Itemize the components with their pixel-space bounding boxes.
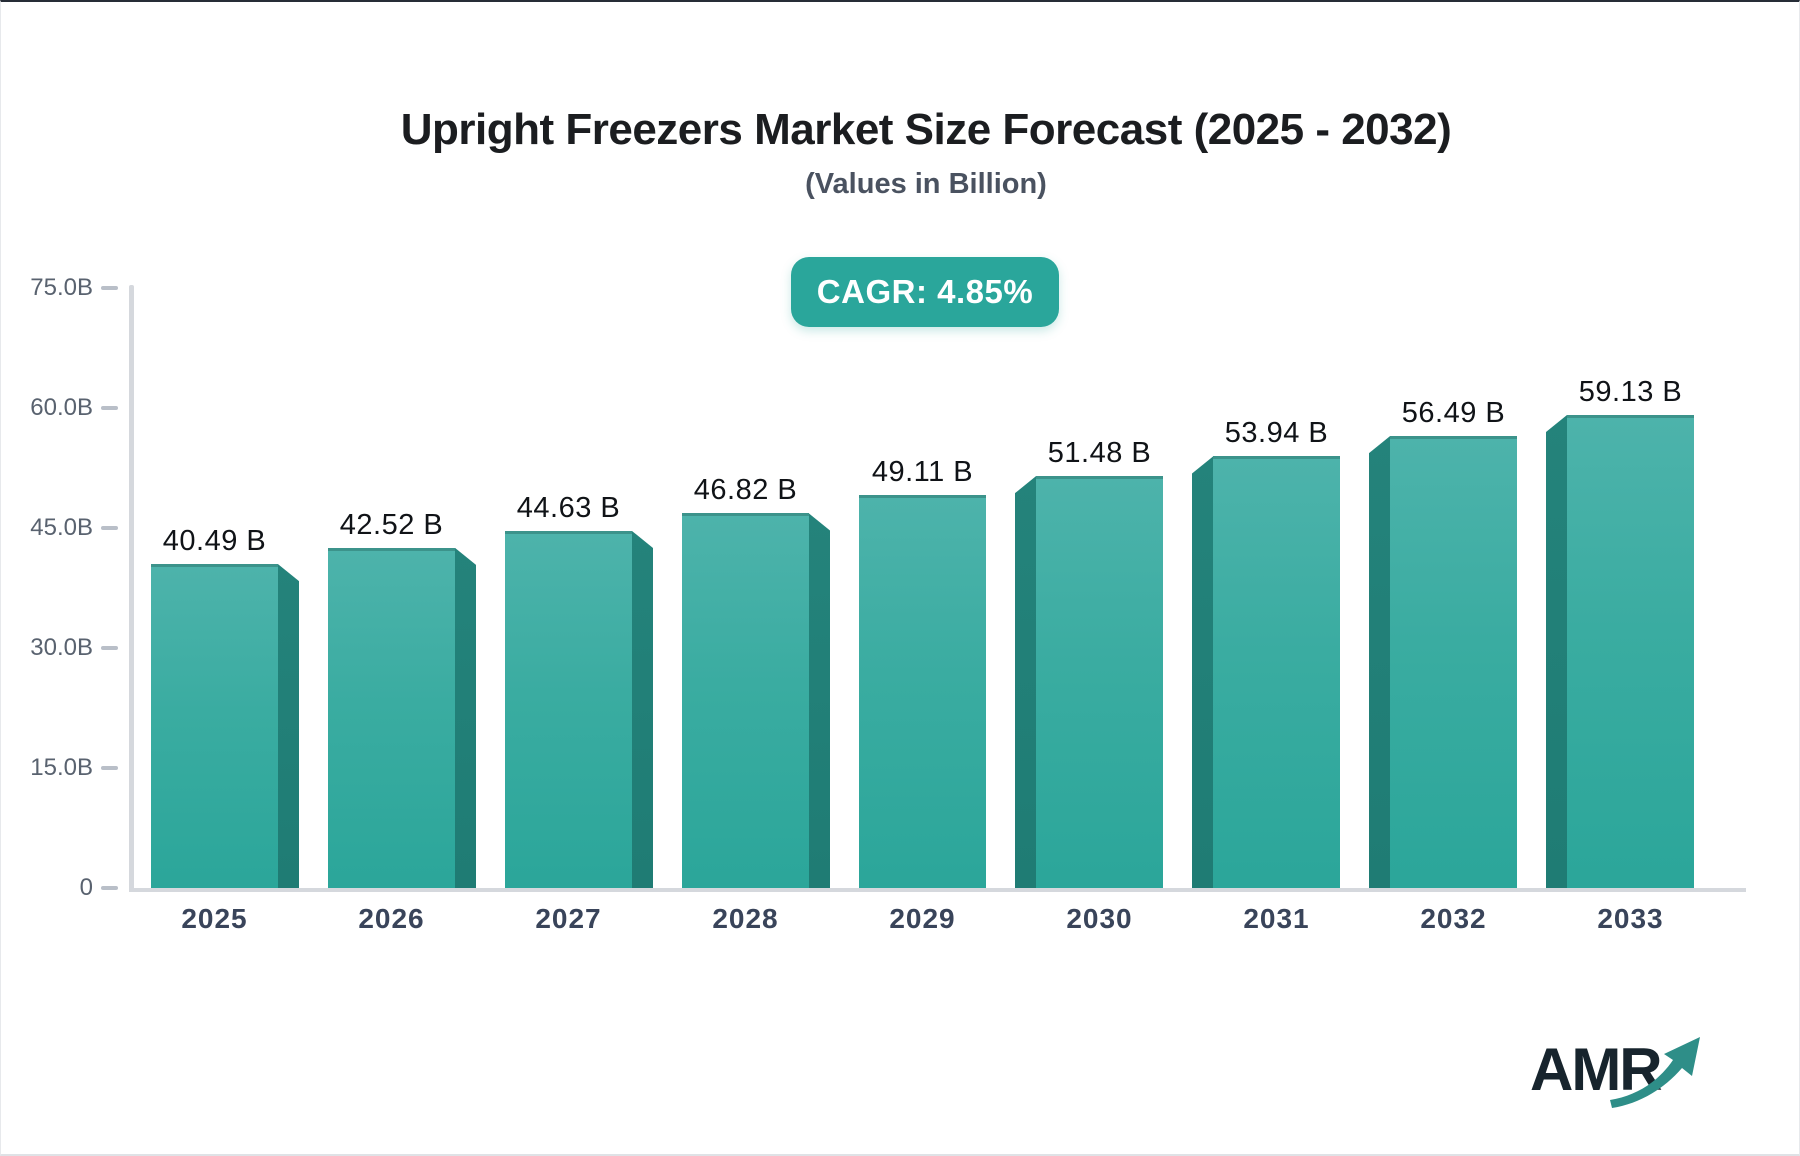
bar-2026 [328,547,455,888]
y-tick-label: 15.0B [30,754,93,781]
bar-value-label: 40.49 B [162,525,267,558]
y-tick-mark [101,886,118,890]
chart-subtitle: (Values in Billion) [805,168,1047,200]
x-axis-label-2031: 2031 [1243,903,1310,934]
y-tick-mark [101,286,118,290]
y-tick-mark [101,766,118,770]
bar-value-label: 56.49 B [1401,397,1506,430]
trend-up-arrow-icon [1610,1037,1700,1108]
bar-value-label: 49.11 B [871,456,974,489]
bar-value-label: 46.82 B [693,474,798,507]
y-tick-label: 0 [79,874,93,901]
bar-3d-side [1369,436,1390,888]
x-axis-label-2028: 2028 [712,903,779,934]
y-tick-label: 75.0B [30,274,93,301]
y-tick-label: 30.0B [30,634,93,661]
x-axis-label-2029: 2029 [889,903,956,934]
y-tick-label: 45.0B [30,514,93,541]
cagr-badge: CAGR: 4.85% [791,257,1059,327]
x-axis-label-2027: 2027 [535,903,602,934]
bar-3d-side [809,513,830,888]
bar-2027 [505,530,632,888]
y-axis-line [129,285,134,892]
bar-3d-side [1546,414,1567,888]
cagr-badge-label: CAGR: 4.85% [816,273,1034,310]
bar-3d-side [455,547,476,888]
x-axis-line [129,888,1746,892]
bar-3d-side [278,564,299,888]
x-axis-label-2033: 2033 [1597,903,1664,934]
x-axis-label-2025: 2025 [181,903,248,934]
bar-2032 [1390,436,1517,888]
bar-2030 [1036,476,1163,888]
bar-value-label: 59.13 B [1578,375,1683,408]
x-axis-label-2026: 2026 [358,903,425,934]
x-axis-label-2032: 2032 [1420,903,1487,934]
bar-value-label: 53.94 B [1224,417,1329,450]
y-tick-mark [101,646,118,650]
bar-2031 [1213,456,1340,888]
bar-2029 [859,495,986,888]
y-tick-mark [101,526,118,530]
y-tick-mark [101,406,118,410]
amr-logo: AMR [1530,1036,1700,1108]
chart-title: Upright Freezers Market Size Forecast (2… [400,105,1452,154]
bar-value-label: 51.48 B [1047,437,1152,470]
bar-3d-side [632,530,653,888]
y-tick-label: 60.0B [30,394,93,421]
bar-2033 [1567,414,1694,888]
bar-value-label: 44.63 B [516,491,621,524]
bar-3d-side [1192,456,1213,888]
bar-value-label: 42.52 B [339,508,444,541]
x-axis-label-2030: 2030 [1066,903,1133,934]
bar-2028 [682,513,809,888]
bar-3d-side [1015,476,1036,888]
bar-2025 [151,564,278,888]
